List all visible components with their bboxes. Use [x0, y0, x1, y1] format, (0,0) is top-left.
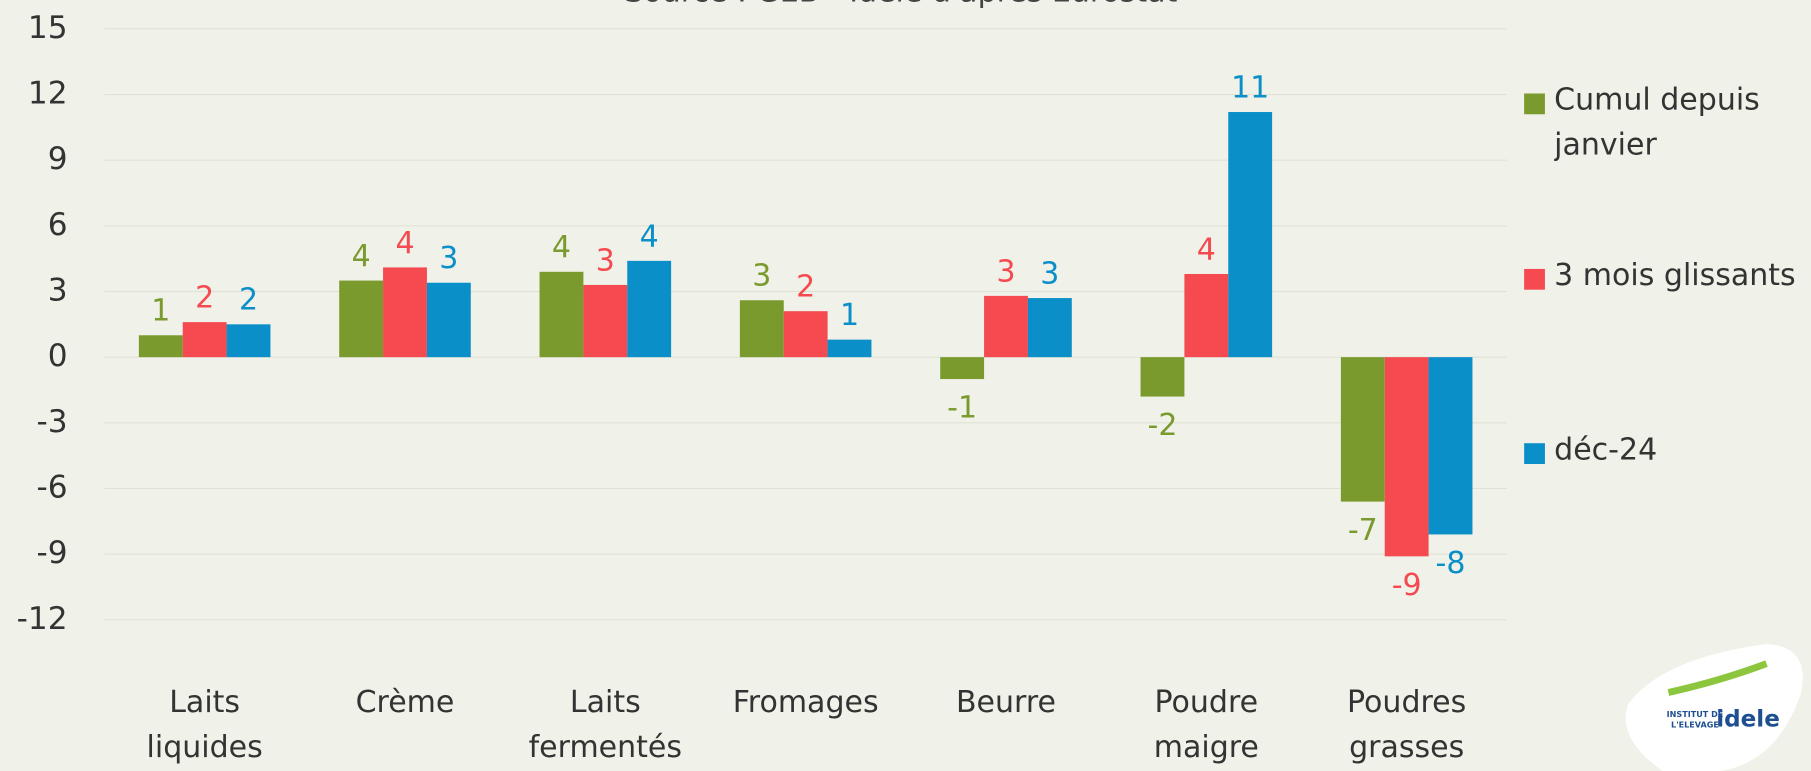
x-tick-label-box: Poudre maigre: [1153, 685, 1259, 766]
x-tick-label-box: Poudres grasses: [1347, 685, 1467, 766]
data-label: 1: [840, 298, 859, 333]
bar: [583, 284, 628, 358]
y-tick-label: 9: [48, 141, 68, 177]
data-label: 11: [1231, 70, 1269, 105]
bar: [827, 339, 872, 358]
x-tick-label-box: Laits liquides: [146, 685, 263, 766]
bar: [226, 324, 271, 358]
data-label: -2: [1148, 408, 1178, 443]
bar: [539, 271, 584, 358]
bar: [940, 357, 985, 380]
data-label: 4: [352, 239, 371, 274]
bar: [1428, 357, 1473, 535]
logo-brand: idele: [1716, 707, 1780, 733]
data-label: 4: [640, 219, 659, 254]
x-tick-label-box: Laits fermentés: [528, 685, 683, 766]
data-label: 4: [395, 226, 414, 261]
y-tick-label: 15: [28, 10, 68, 46]
x-tick-label-box: Crème: [355, 685, 455, 721]
x-tick-label: Crème: [355, 685, 455, 721]
bar: [383, 267, 427, 358]
data-label: 3: [1040, 256, 1059, 291]
x-tick-label-box: Fromages: [732, 685, 879, 721]
y-tick-label: -12: [17, 601, 68, 637]
bar: [1340, 357, 1385, 502]
data-label: 2: [239, 283, 258, 318]
bar: [783, 311, 828, 358]
bar: [138, 335, 183, 358]
bar: [739, 300, 784, 358]
y-tick-label: -6: [36, 469, 67, 505]
data-label: 2: [195, 281, 214, 316]
y-tick-label: 0: [48, 338, 68, 374]
y-tick-label: 12: [28, 76, 68, 112]
bar: [1140, 357, 1185, 397]
y-tick-label: 6: [48, 207, 68, 243]
legend-label: déc-24: [1554, 432, 1658, 468]
x-tick-label: Beurre: [955, 685, 1056, 721]
x-tick-label: Fromages: [732, 685, 879, 721]
x-tick-label-box: Beurre: [955, 685, 1056, 721]
legend-label-box: Cumul depuis janvier: [1554, 83, 1760, 163]
bar: [426, 282, 471, 358]
logo-swoosh: [1667, 660, 1768, 696]
data-label: 3: [752, 259, 771, 294]
logo: INSTITUT DE L'ELEVAGE idele: [1625, 644, 1803, 771]
x-tick-label: Poudre maigre: [1153, 685, 1259, 766]
legend-swatch: [1524, 93, 1545, 115]
data-label: 4: [1197, 232, 1216, 267]
bar: [1027, 298, 1072, 358]
bar: [627, 260, 672, 358]
data-label: 4: [552, 230, 571, 265]
data-label: 3: [596, 243, 615, 278]
data-label: 3: [996, 254, 1015, 289]
bar: [984, 295, 1028, 358]
x-tick-label: Laits fermentés: [528, 685, 683, 766]
y-tick-label: -3: [36, 404, 67, 440]
legend-label-box: déc-24: [1554, 432, 1658, 468]
x-tick-label: Poudres grasses: [1347, 685, 1467, 766]
data-label: -7: [1348, 513, 1378, 548]
legend-label: Cumul depuis janvier: [1554, 83, 1760, 163]
data-label: 3: [439, 241, 458, 276]
bar: [182, 322, 227, 358]
chart-subtitle: Source : GEB - Idele d'après Eurostat: [624, 0, 1177, 10]
logo-text: L'ELEVAGE: [1671, 720, 1719, 729]
data-label: -8: [1436, 546, 1466, 581]
bar: [1384, 357, 1429, 557]
legend-swatch: [1524, 268, 1545, 290]
bar: [339, 280, 384, 358]
logo-badge: [1625, 644, 1803, 771]
logo-text: INSTITUT DE: [1667, 710, 1724, 719]
bar: [1228, 112, 1273, 358]
data-label: 1: [151, 294, 170, 329]
legend-swatch: [1524, 443, 1545, 464]
bar: [1184, 273, 1229, 358]
legend-label-box: 3 mois glissants: [1554, 258, 1796, 294]
y-tick-label: -9: [36, 535, 67, 571]
data-label: 2: [796, 270, 815, 305]
legend-label: 3 mois glissants: [1554, 258, 1796, 294]
data-label: -9: [1392, 568, 1422, 603]
y-tick-label: 3: [48, 272, 68, 308]
data-label: -1: [947, 391, 977, 426]
x-tick-label: Laits liquides: [146, 685, 263, 766]
